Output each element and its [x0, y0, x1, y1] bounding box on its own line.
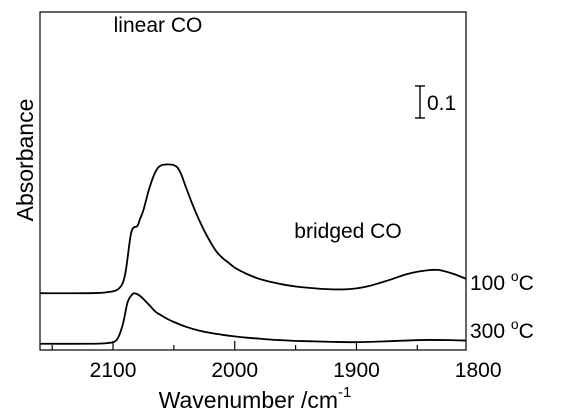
- y-axis-title: Absorbance: [12, 99, 38, 222]
- x-axis-title-exponent: -1: [338, 384, 351, 401]
- series-line-1: [40, 292, 466, 345]
- series-label-300c: 300 oC: [470, 316, 534, 343]
- plot-frame: [39, 11, 467, 351]
- x-axis-title: Wavenumber /cm-1: [159, 384, 352, 413]
- x-tick-label: 2100: [90, 359, 137, 382]
- series-label-300c-degree: o: [511, 316, 519, 332]
- annotation-linear-co: linear CO: [114, 14, 203, 37]
- x-tick-layer: 2100 2000 1900 1800: [51, 341, 502, 382]
- series-label-100c: 100 oC: [470, 268, 534, 295]
- series-layer: [40, 163, 466, 345]
- series-label-300c-value: 300: [470, 320, 511, 343]
- series-label-100c-degree: o: [511, 268, 519, 284]
- x-tick-label: 1900: [333, 359, 380, 382]
- scale-bar-label: 0.1: [427, 92, 456, 115]
- series-label-100c-unit: C: [519, 272, 534, 295]
- series-line-0: [40, 163, 466, 295]
- x-tick-label: 2000: [211, 359, 258, 382]
- scale-bar: [415, 85, 425, 119]
- x-axis-title-text: Wavenumber /cm: [159, 387, 338, 413]
- series-label-300c-unit: C: [519, 320, 534, 343]
- series-label-100c-value: 100: [470, 272, 511, 295]
- annotation-bridged-co: bridged CO: [294, 220, 401, 243]
- x-tick-label: 1800: [455, 359, 502, 382]
